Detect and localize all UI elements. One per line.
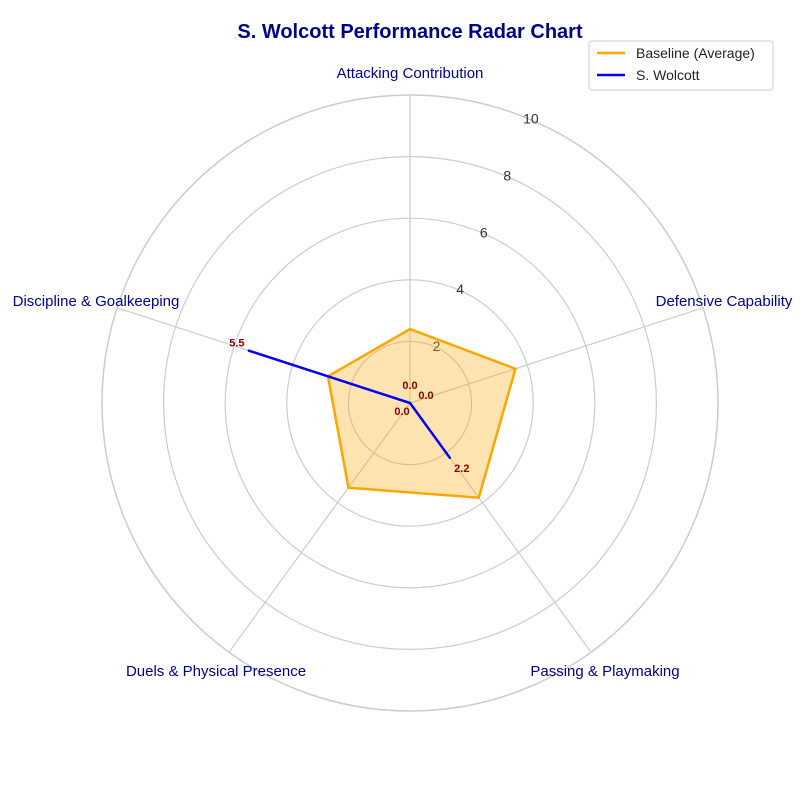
axis-label: Defensive Capability [656,293,793,310]
data-label: 0.0 [418,390,433,402]
grid-spoke [228,402,411,653]
radial-tick-label: 4 [456,281,464,297]
axis-label: Duels & Physical Presence [126,663,306,680]
data-label: 2.2 [454,463,469,475]
axis-label: Attacking Contribution [337,65,484,82]
legend-frame [588,40,774,91]
radial-tick-label: 10 [523,110,539,126]
radial-tick-label: 2 [433,338,441,354]
series-line-1 [247,349,452,460]
radial-tick-label: 8 [503,167,511,183]
legend: Baseline (Average) S. Wolcott [588,40,774,91]
radial-tick-label: 6 [480,224,488,240]
axis-label: Passing & Playmaking [530,663,679,680]
data-label: 0.0 [394,406,409,418]
series-area-0 [326,327,517,499]
radar-series [247,327,517,499]
legend-label-player: S. Wolcott [636,67,700,83]
radar-labels: Attacking Contribution Defensive Capabili… [13,65,793,680]
chart-title: S. Wolcott Performance Radar Chart [237,21,583,43]
data-label: 0.0 [402,380,417,392]
legend-label-baseline: Baseline (Average) [636,45,755,61]
data-label: 5.5 [229,338,244,350]
grid-spoke [409,307,704,404]
axis-label: Discipline & Goalkeeping [13,293,180,310]
